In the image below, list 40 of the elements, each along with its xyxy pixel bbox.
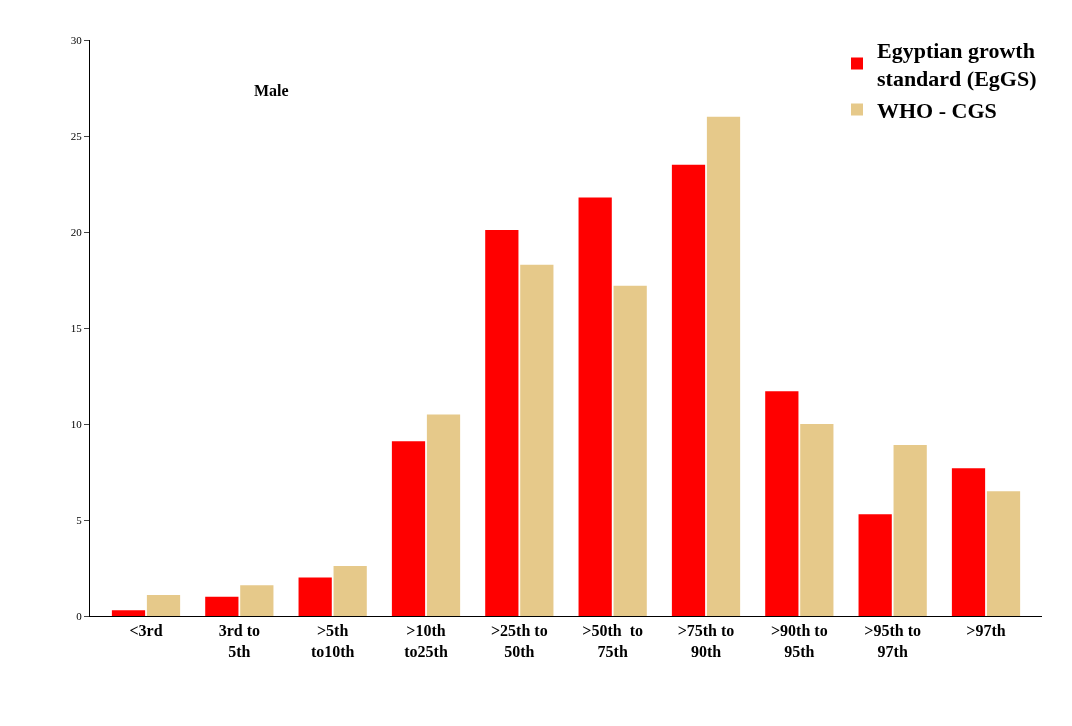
x-tick-label: >25th to 50th — [490, 622, 548, 660]
bar — [111, 610, 146, 616]
bar — [893, 445, 927, 616]
y-tick-label: 20 — [70, 225, 83, 238]
x-tick-label: >10th to25th — [404, 622, 448, 660]
bar — [578, 197, 612, 616]
bar — [240, 585, 274, 616]
legend-label: WHO - CGS — [877, 98, 997, 124]
bar — [205, 596, 239, 616]
x-tick-label: >5th to10th — [310, 622, 355, 660]
bar — [671, 164, 706, 616]
bar — [391, 441, 426, 616]
bar — [613, 285, 647, 616]
bar — [951, 468, 986, 616]
legend-label: Egyptian growth standard (EgGS) — [877, 37, 1037, 92]
y-tick-label: 10 — [70, 417, 83, 430]
x-tick-label: >90th to 95th — [770, 622, 828, 660]
y-tick-label: 25 — [70, 129, 83, 142]
y-tick-label: 0 — [76, 609, 83, 622]
x-tick-label: >97th — [966, 622, 1006, 640]
annotation: Male — [254, 82, 289, 99]
bar — [858, 514, 892, 616]
bar — [800, 424, 834, 616]
x-tick-label: >75th to 90th — [677, 622, 735, 660]
x-tick-label: 3rd to 5th — [218, 622, 260, 660]
bar — [426, 414, 461, 616]
bar — [333, 566, 367, 616]
bar — [298, 577, 332, 616]
x-tick-label: >50th to 75th — [582, 622, 644, 660]
y-tick-label: 30 — [70, 33, 83, 46]
bar — [765, 391, 799, 616]
bar — [986, 491, 1021, 616]
bar — [146, 594, 181, 616]
x-tick-label: <3rd — [129, 622, 163, 640]
y-tick-label: 5 — [76, 513, 83, 526]
bar — [520, 264, 554, 616]
y-tick-label: 15 — [70, 321, 83, 334]
bar — [485, 230, 519, 616]
x-tick-label: >95th to 97th — [864, 622, 922, 660]
bar — [706, 116, 741, 616]
